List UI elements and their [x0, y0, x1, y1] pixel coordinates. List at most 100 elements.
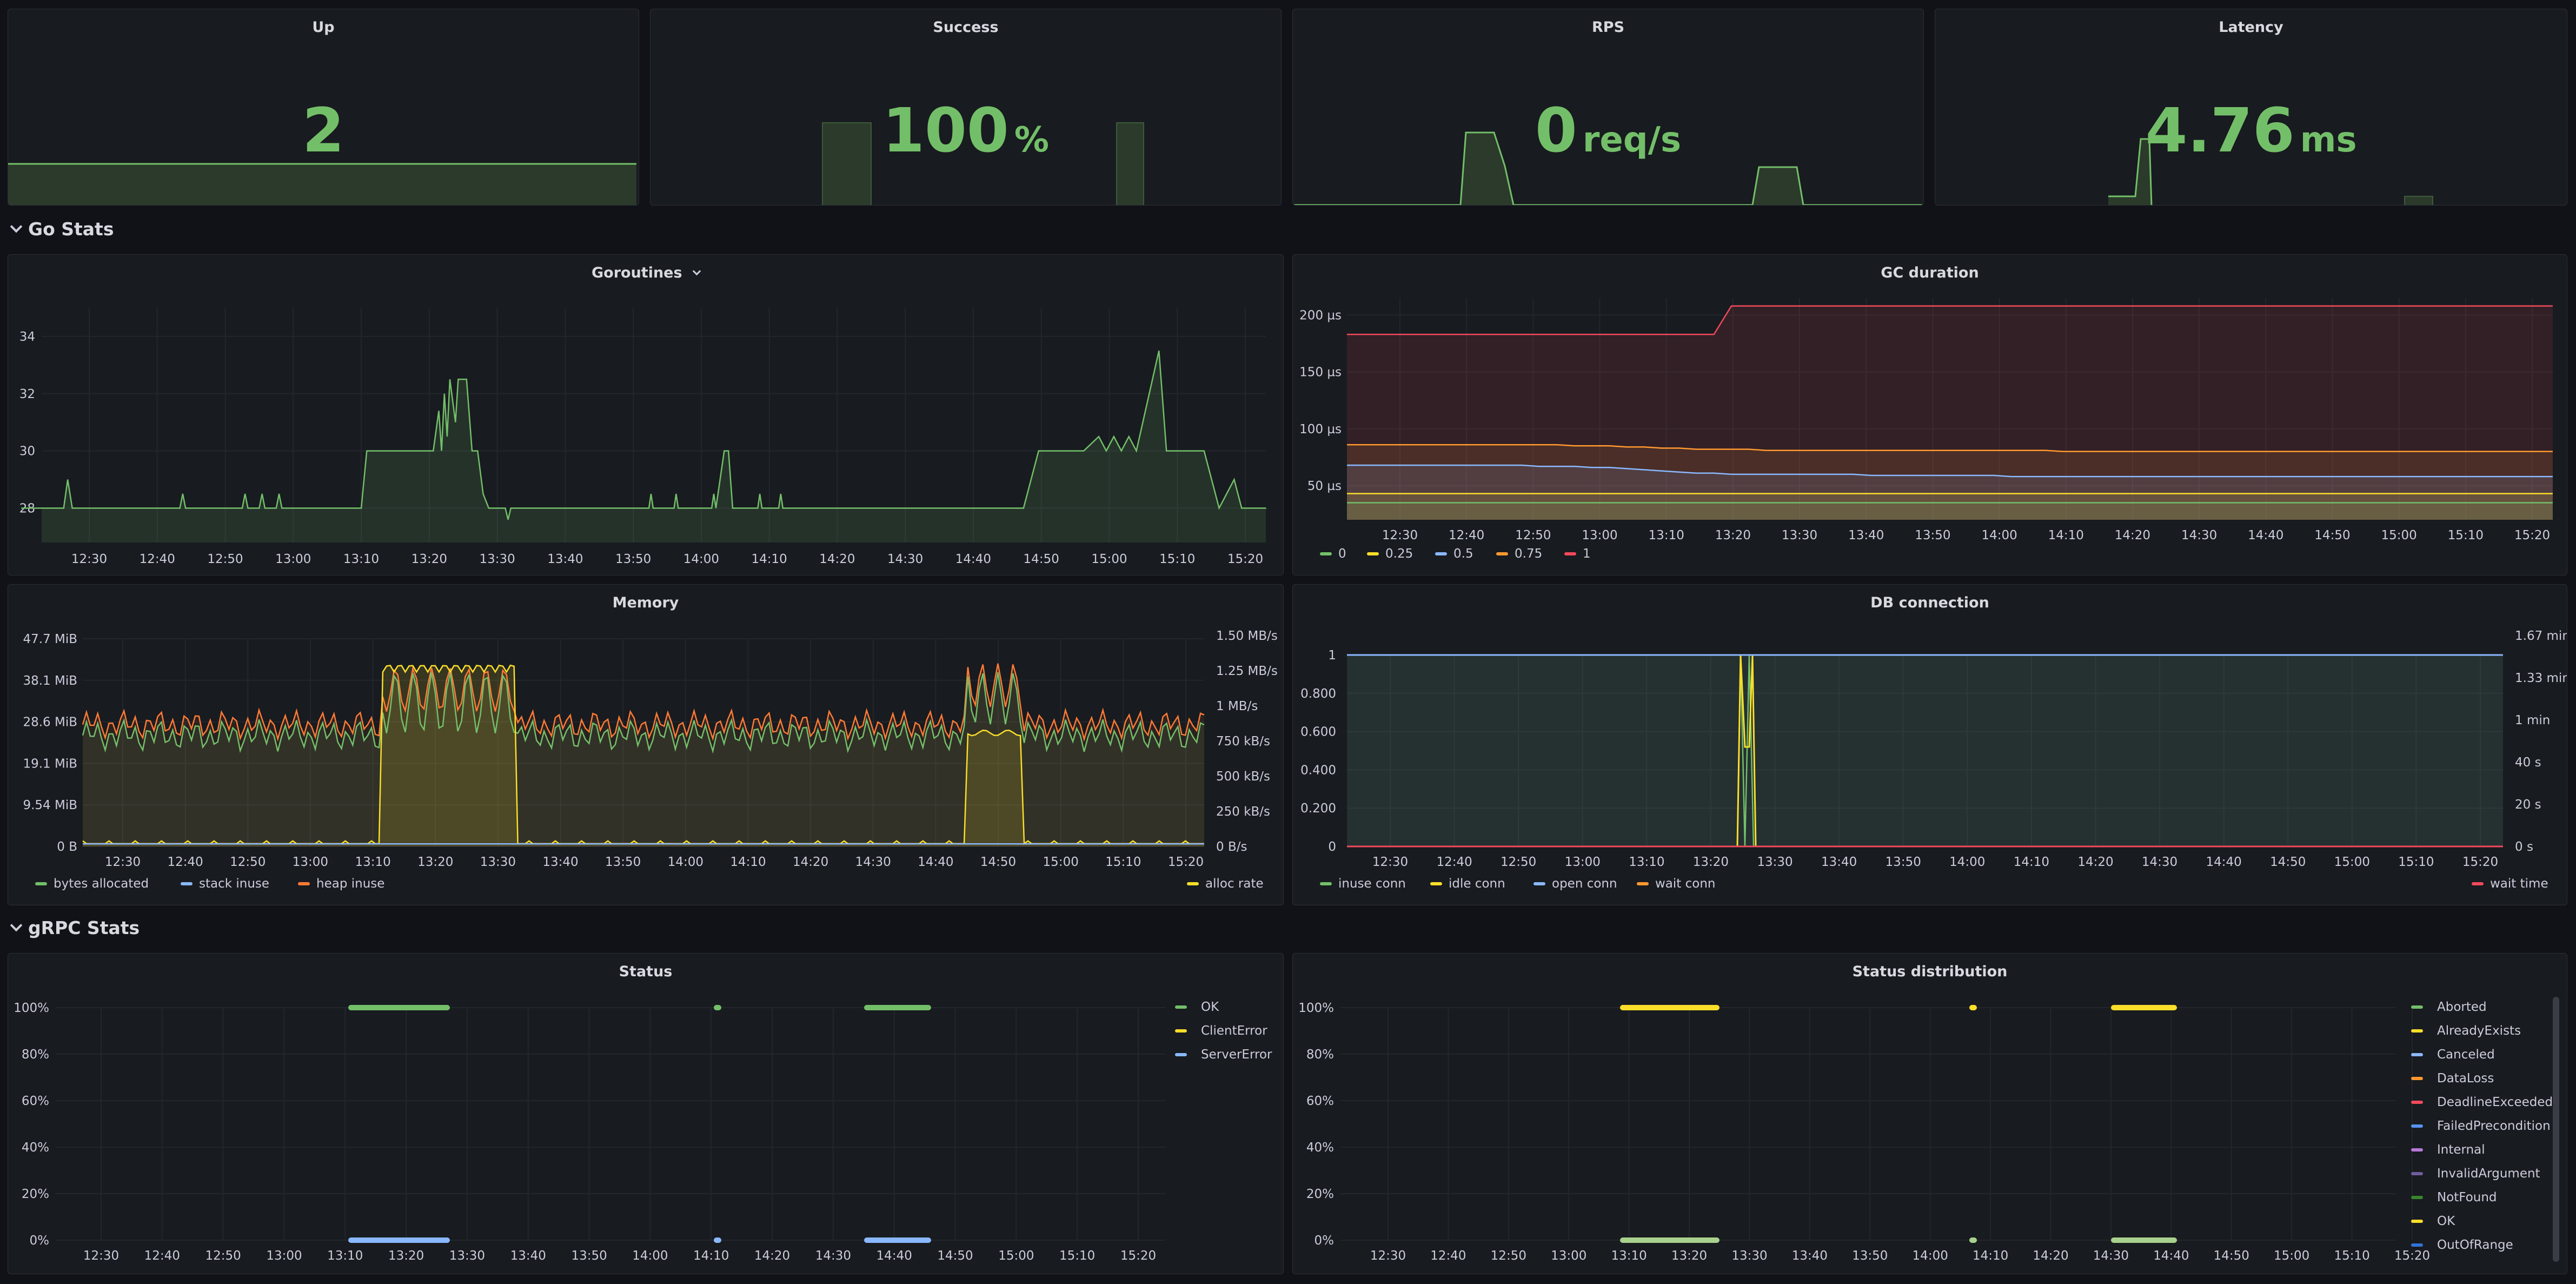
legend-swatch [1187, 882, 1199, 885]
x-tick-label: 14:10 [2014, 855, 2049, 869]
x-tick-label: 13:20 [388, 1249, 424, 1263]
legend-swatch [2411, 1077, 2423, 1080]
x-tick-label: 14:20 [754, 1249, 790, 1263]
x-tick-label: 13:20 [411, 552, 447, 566]
status-distribution-chart: 100% 80% 60% 40% 20% 0% 12:30 12:40 12:50 13:00 13… [1298, 1000, 2553, 1263]
sparkline-area [8, 164, 636, 205]
sparkline-bar [2404, 196, 2433, 205]
x-tick-label: 13:00 [1551, 1249, 1586, 1263]
stat-unit: req/s [1582, 120, 1682, 160]
x-tick-label: 14:00 [668, 855, 703, 869]
panel-gc-duration[interactable]: GC duration 200 µs 150 µs 100 µs 50 µs 12:30… [1292, 254, 2567, 575]
section-header-grpc-stats[interactable]: gRPC Stats [9, 917, 140, 938]
x-tick-label: 13:30 [480, 855, 516, 869]
x-tick-label: 14:00 [1981, 528, 2017, 542]
legend-scrollbar[interactable] [2553, 997, 2559, 1262]
legend-label: FailedPrecondition [2437, 1119, 2551, 1133]
memory-legend-label: bytes allocated [54, 877, 149, 891]
gc-legend-label: 0.5 [1453, 547, 1473, 561]
y-tick-label: 30 [19, 445, 35, 459]
y-tick-label: 0.800 [1300, 687, 1336, 701]
stat-panel-rps[interactable]: RPS 0 req/s [1292, 9, 1924, 206]
y-tick-label: 0% [30, 1234, 50, 1248]
legend-swatch [2411, 1053, 2423, 1056]
legend-swatch [1367, 552, 1379, 555]
y-tick-label: 0 B [57, 840, 77, 854]
stat-panel-up[interactable]: Up 2 [8, 9, 639, 206]
x-tick-label: 15:00 [1091, 552, 1127, 566]
y2-tick-label: 40 s [2515, 756, 2541, 770]
x-tick-label: 13:20 [1715, 528, 1751, 542]
panel-goroutines[interactable]: Goroutines 34 32 30 28 12:30 12:40 12:50 13:00 1… [8, 254, 1284, 575]
gc-legend-label: 0.25 [1385, 547, 1413, 561]
x-tick-label: 12:30 [1370, 1249, 1406, 1263]
legend-swatch [1564, 552, 1576, 555]
x-tick-label: 15:00 [998, 1249, 1034, 1263]
x-tick-label: 12:30 [1382, 528, 1418, 542]
x-tick-label: 14:00 [632, 1249, 668, 1263]
legend-swatch [1320, 552, 1332, 555]
x-tick-label: 14:40 [2248, 528, 2283, 542]
x-tick-label: 14:40 [955, 552, 991, 566]
db-connection-chart: 1 0.800 0.600 0.400 0.200 0 1.67 min 1.33 min 1 … [1300, 629, 2567, 891]
y-tick-label: 100% [1298, 1001, 1334, 1015]
panel-status[interactable]: Status 100% 80% 60% 40% 20% 0% 12:30 12:40 12:50… [8, 953, 1284, 1274]
db-legend-label: inuse conn [1338, 877, 1406, 891]
x-tick-label: 12:50 [1501, 855, 1536, 869]
legend-swatch [181, 882, 192, 885]
x-tick-label: 12:30 [83, 1249, 119, 1263]
bytes-allocated-line [82, 672, 1205, 754]
y-tick-label: 60% [1306, 1094, 1334, 1108]
legend-swatch [2411, 1172, 2423, 1175]
db-legend-label: open conn [1552, 877, 1617, 891]
panel-title[interactable]: Goroutines [8, 264, 1283, 281]
section-header-go-stats[interactable]: Go Stats [9, 219, 114, 240]
x-tick-label: 13:20 [1693, 855, 1729, 869]
y2-tick-label: 1 min [2515, 713, 2550, 727]
x-tick-label: 13:40 [1792, 1249, 1828, 1263]
legend-swatch [298, 882, 310, 885]
x-tick-label: 14:10 [2048, 528, 2084, 542]
goroutines-series-line [21, 350, 1267, 520]
gc-series-area [1347, 493, 2553, 520]
x-tick-label: 14:00 [683, 552, 719, 566]
y-tick-label: 80% [1306, 1048, 1334, 1062]
idle-conn-line [1736, 654, 1757, 847]
legend-swatch [1496, 552, 1508, 555]
alloc-rate-area [83, 665, 1204, 846]
x-tick-label: 14:20 [819, 552, 855, 566]
x-tick-label: 14:30 [887, 552, 923, 566]
legend-label: AlreadyExists [2437, 1024, 2521, 1038]
x-tick-label: 14:30 [2142, 855, 2177, 869]
y-tick-label: 150 µs [1299, 366, 1342, 380]
x-tick-label: 15:00 [2381, 528, 2416, 542]
legend-label: Internal [2437, 1143, 2485, 1157]
panel-status-distribution[interactable]: Status distribution 100% 80% 60% 40% 20% 0% 12… [1292, 953, 2567, 1274]
x-tick-label: 15:20 [2514, 528, 2550, 542]
gc-series-line-0.75 [1347, 444, 2553, 453]
panel-db-connection[interactable]: DB connection 1 0.800 0.600 0.400 0.200 0 1.67… [1292, 584, 2567, 905]
x-tick-label: 12:40 [144, 1249, 180, 1263]
stat-number: 2 [302, 96, 344, 166]
sparkline-area [1293, 133, 1923, 205]
stat-panel-success[interactable]: Success 100% [650, 9, 1282, 206]
stat-value: 2 [8, 96, 639, 166]
bytes-allocated-area [83, 672, 1204, 846]
x-tick-label: 12:30 [105, 855, 141, 869]
stat-panel-latency[interactable]: Latency 4.76 ms [1935, 9, 2567, 206]
gc-series-area [1347, 306, 2553, 520]
x-tick-label: 15:20 [1168, 855, 1204, 869]
x-tick-label: 15:10 [2334, 1249, 2369, 1263]
open-conn-area [1347, 655, 2503, 846]
x-tick-label: 15:10 [2448, 528, 2484, 542]
y-tick-label: 1 [1328, 648, 1336, 663]
panel-memory[interactable]: Memory 47.7 MiB 38.1 MiB 28.6 MiB 19.1 MiB 9… [8, 584, 1284, 905]
stat-number: 4.76 [2145, 96, 2295, 166]
x-tick-label: 13:00 [266, 1249, 302, 1263]
x-tick-label: 13:00 [293, 855, 328, 869]
x-tick-label: 14:50 [2270, 855, 2306, 869]
legend-swatch [1175, 1053, 1187, 1056]
y2-tick-label: 1.67 min [2515, 629, 2567, 643]
legend-label: Canceled [2437, 1048, 2495, 1062]
y2-tick-label: 1.25 MB/s [1216, 664, 1278, 678]
